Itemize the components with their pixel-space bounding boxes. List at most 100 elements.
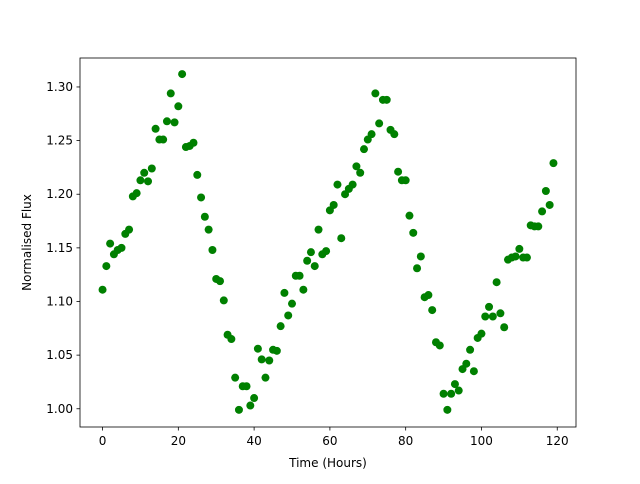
point [231,373,240,382]
point [102,262,111,271]
point [413,264,422,273]
x-tick-label: 0 [99,434,107,448]
y-tick-label: 1.10 [46,294,73,308]
point [348,180,357,189]
point [329,200,338,209]
point [356,168,365,177]
x-tick-label: 100 [470,434,493,448]
point [454,386,463,395]
point [189,138,198,147]
y-tick-label: 1.15 [46,241,73,255]
y-tick-label: 1.00 [46,402,73,416]
point [409,228,418,237]
x-tick-label: 80 [398,434,413,448]
point [439,389,448,398]
point [359,145,368,154]
point [125,225,134,234]
point [178,70,187,79]
point [147,164,156,173]
point [246,401,255,410]
point [276,322,285,331]
point [265,356,274,365]
point [496,309,505,318]
point [200,212,209,221]
point [371,89,380,98]
point [295,271,304,280]
point [98,285,107,294]
point [477,329,486,338]
point [538,207,547,216]
point [450,380,459,389]
point [522,253,531,262]
point [314,225,323,234]
point [250,394,259,403]
point [534,222,543,231]
point [261,373,270,382]
point [166,89,175,98]
point [310,262,319,271]
y-axis-label: Normalised Flux [20,194,34,291]
point [352,162,361,171]
point [132,189,141,198]
point [394,167,403,176]
point [151,124,160,133]
y-tick-label: 1.25 [46,134,73,148]
x-tick-label: 20 [171,434,186,448]
point [208,246,217,255]
point [170,118,179,127]
point [375,119,384,128]
point [253,344,262,353]
point [541,187,550,196]
y-tick-label: 1.20 [46,187,73,201]
point [219,296,228,305]
point [549,159,558,168]
point [322,247,331,256]
y-tick-label: 1.05 [46,348,73,362]
point [242,382,251,391]
point [443,405,452,414]
point [469,367,478,376]
point [288,299,297,308]
point [193,170,202,179]
point [303,256,312,265]
point [405,211,414,220]
point [481,312,490,321]
point [140,168,149,177]
point [136,176,145,185]
point [280,288,289,297]
point [204,225,213,234]
point [216,277,225,286]
point [234,405,243,414]
x-tick-label: 60 [322,434,337,448]
point [515,244,524,253]
point [272,346,281,355]
point [117,243,126,252]
point [106,239,115,248]
point [428,306,437,315]
point [144,177,153,186]
point [447,389,456,398]
point [333,180,342,189]
point [485,302,494,311]
point [424,291,433,300]
point [492,278,501,287]
point [488,312,497,321]
point [435,341,444,350]
point [466,345,475,354]
point [284,311,293,320]
point [159,135,168,144]
point [545,200,554,209]
point [416,252,425,261]
point [299,285,308,294]
x-tick-label: 120 [546,434,569,448]
point [462,359,471,368]
point [227,335,236,344]
point [337,234,346,243]
point [382,95,391,104]
point [511,252,520,261]
point [162,117,171,126]
point [306,248,315,257]
point [174,102,183,111]
x-axis-label: Time (Hours) [288,456,367,470]
